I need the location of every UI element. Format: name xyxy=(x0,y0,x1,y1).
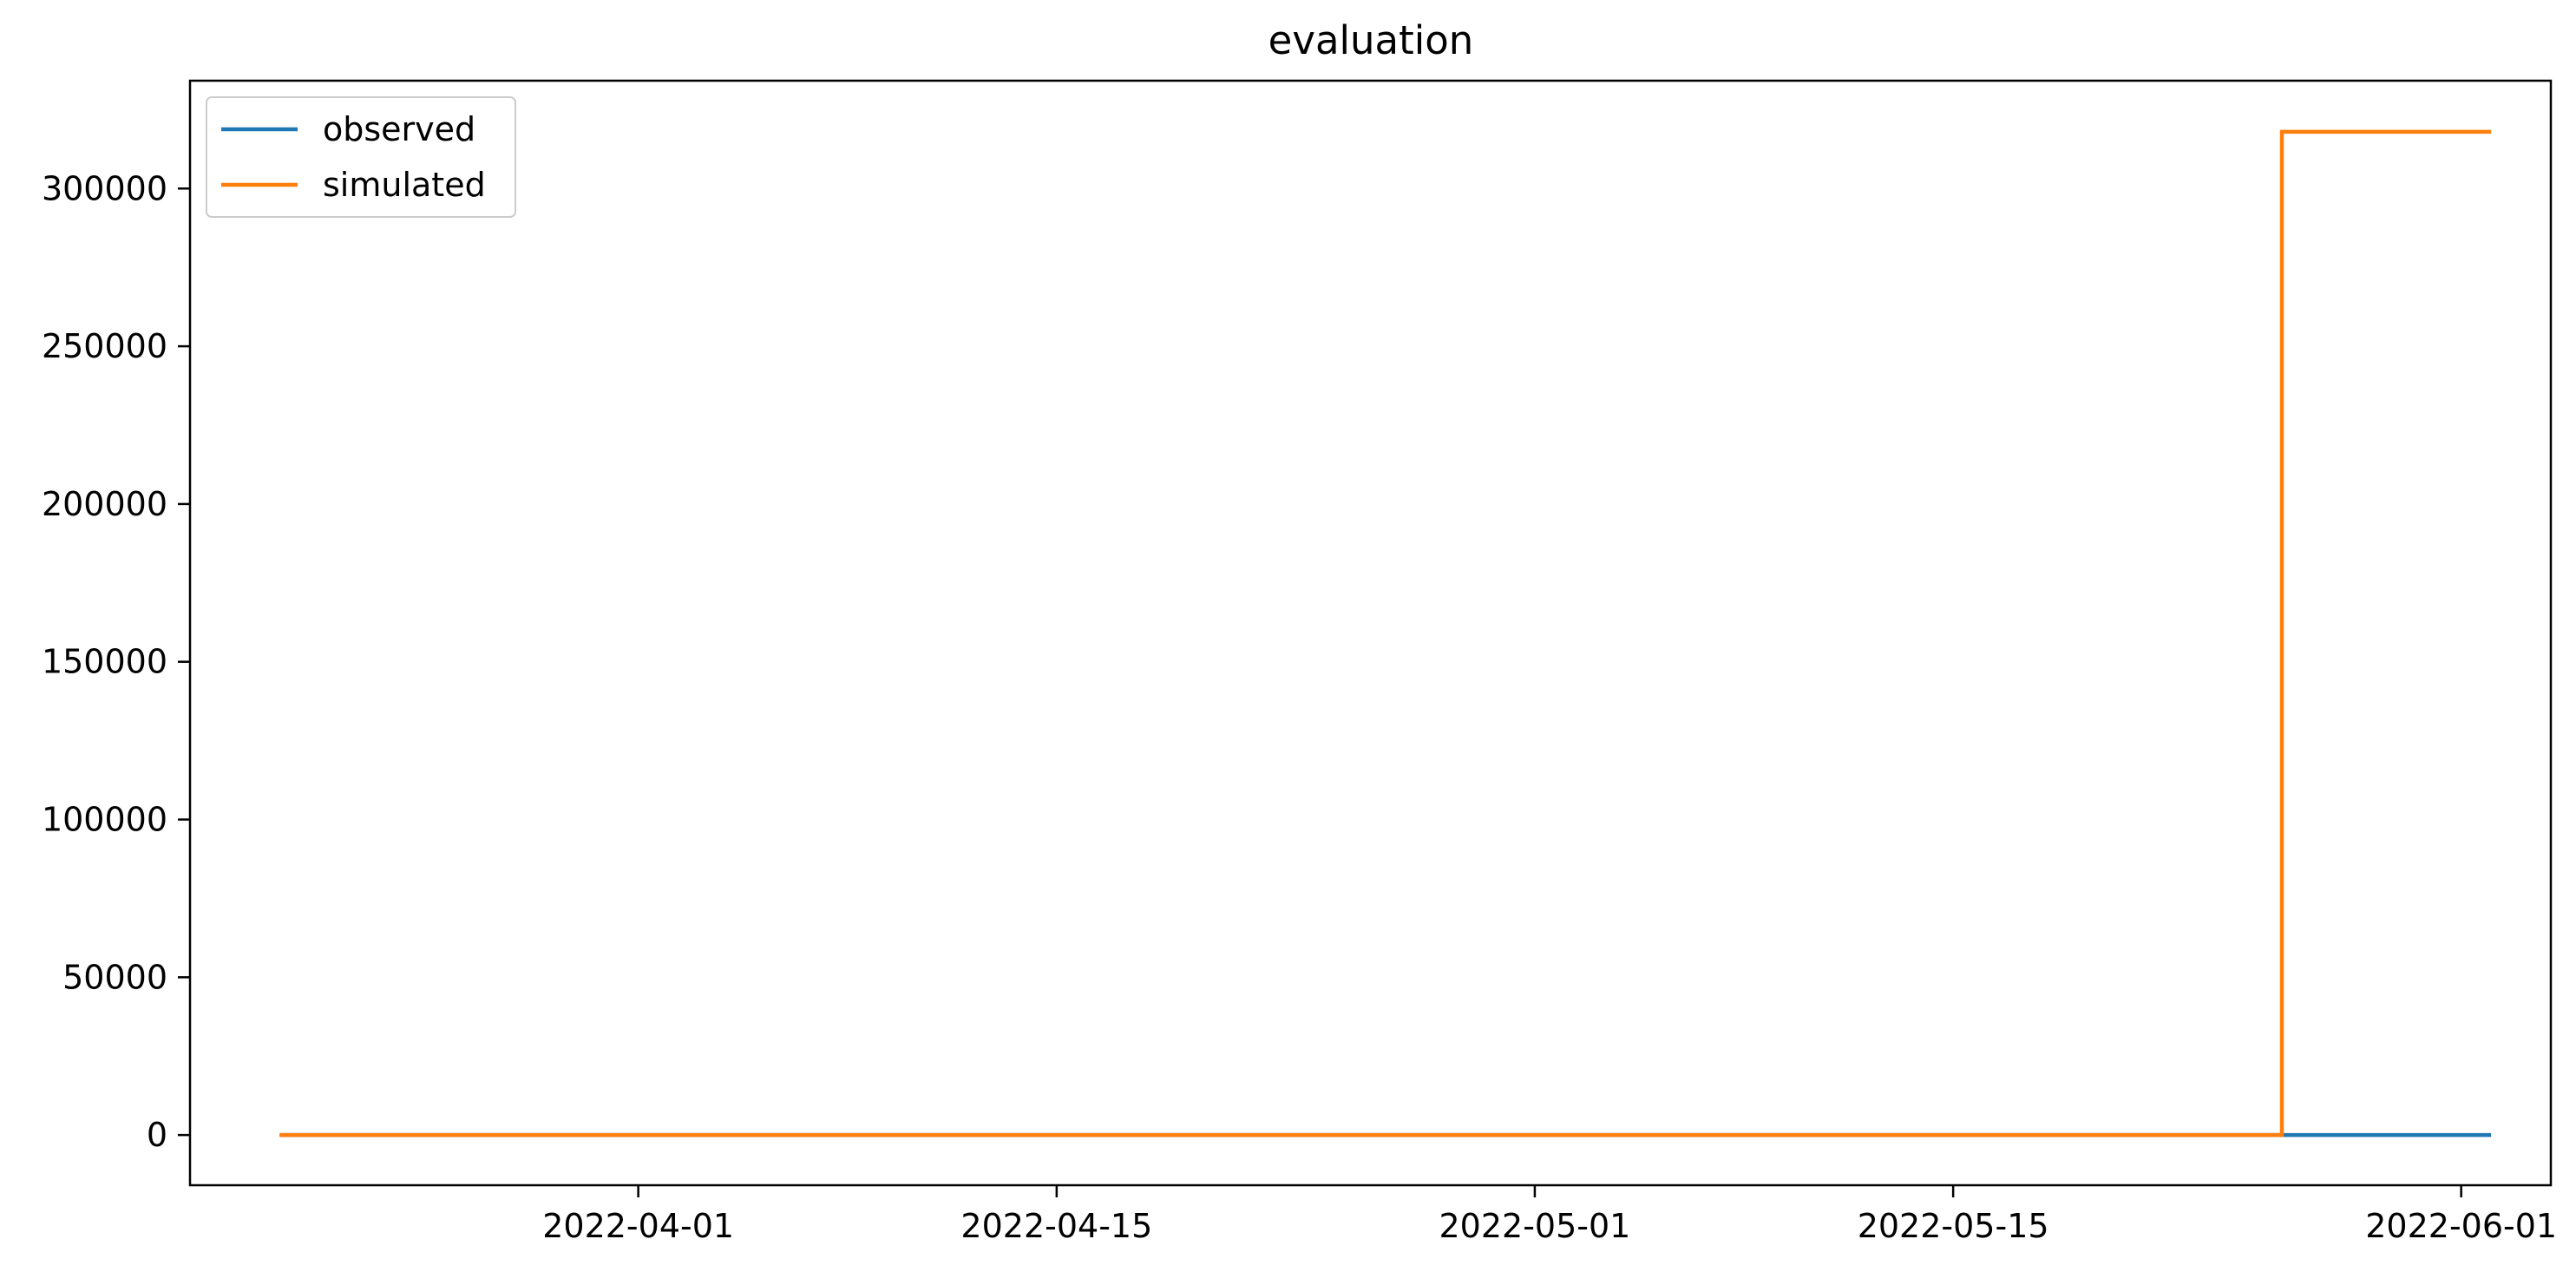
y-tick-label: 300000 xyxy=(42,169,167,207)
x-tick-label: 2022-04-01 xyxy=(542,1207,734,1245)
y-tick-label: 100000 xyxy=(42,801,167,839)
y-tick-label: 250000 xyxy=(42,327,167,365)
y-tick-label: 200000 xyxy=(42,485,167,523)
y-tick-label: 0 xyxy=(147,1116,167,1154)
y-axis: 0 50000 100000 150000 200000 250000 300000 xyxy=(42,169,190,1154)
legend-box xyxy=(206,96,516,218)
x-tick-label: 2022-05-01 xyxy=(1439,1207,1631,1245)
x-tick-label: 2022-06-01 xyxy=(2365,1207,2557,1245)
plot-area xyxy=(279,129,2492,1138)
legend-label: observed xyxy=(323,110,475,148)
y-tick-label: 150000 xyxy=(42,643,167,681)
legend-label: simulated xyxy=(323,166,486,204)
legend: observed simulated xyxy=(206,96,516,218)
x-axis: 2022-04-01 2022-04-15 2022-05-01 2022-05-15… xyxy=(542,1185,2557,1245)
axes-frame xyxy=(188,79,2553,1187)
series-line-simulated xyxy=(279,129,2492,1138)
x-tick-label: 2022-04-15 xyxy=(960,1207,1152,1245)
x-tick-label: 2022-05-15 xyxy=(1858,1207,2049,1245)
chart-title: evaluation xyxy=(1268,17,1474,63)
y-tick-label: 50000 xyxy=(62,958,167,996)
